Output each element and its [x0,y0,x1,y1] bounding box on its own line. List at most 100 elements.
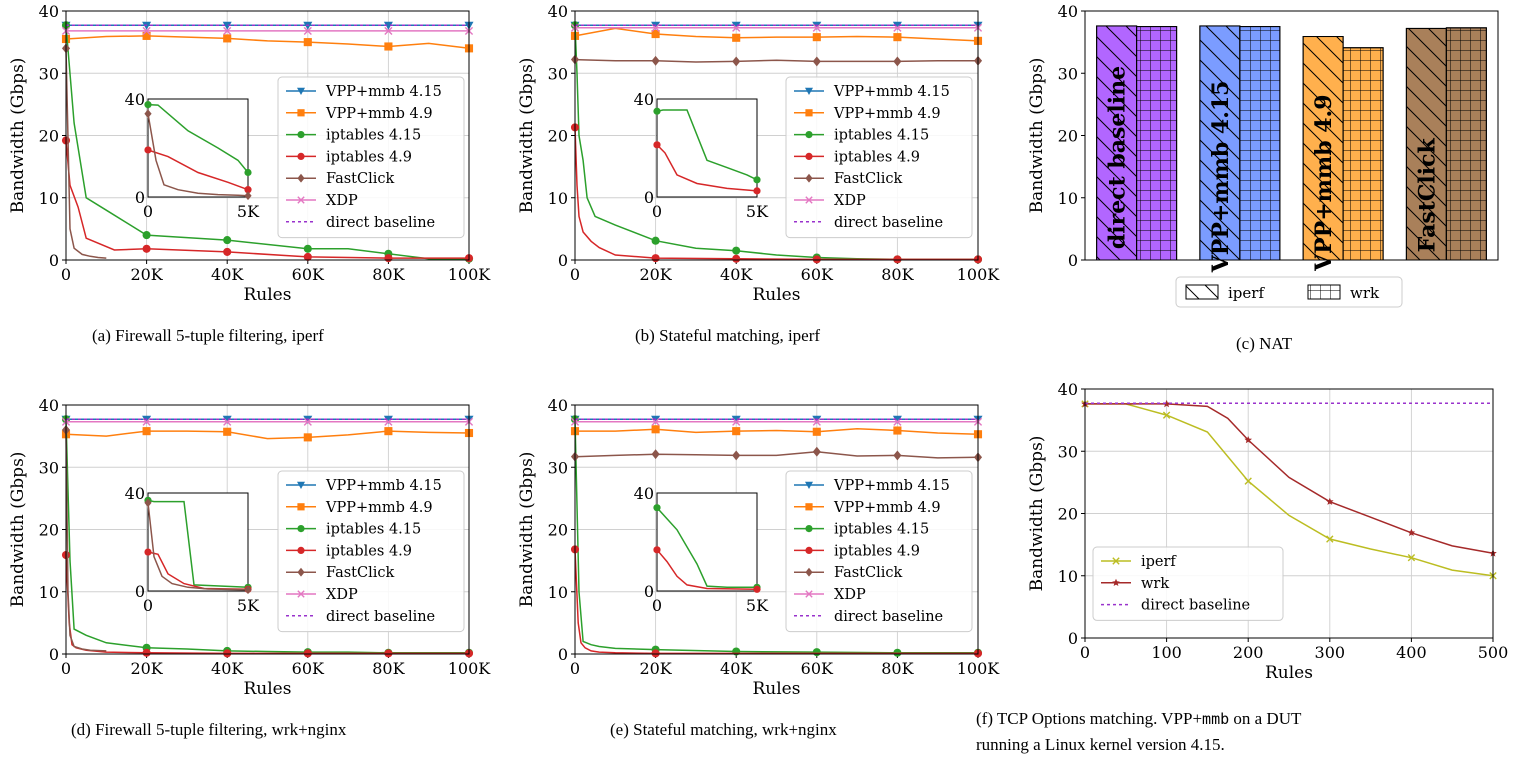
inset-x-tick-label: 5K [746,596,769,615]
data-point [223,247,232,256]
y-tick-label: 20 [39,127,59,146]
caption-d: (d) Firewall 5-tuple filtering, wrk+ngin… [71,720,347,739]
inset-frame [656,492,758,592]
series-vpp-mmb-4-9 [61,427,474,442]
series-line [65,35,470,50]
inset-a: 0 5K 40 0 [125,90,260,221]
plot-frame [574,404,979,655]
x-tick-label: 100K [957,659,1001,678]
inset-point [144,109,152,119]
legend-entry: VPP+mmb 4.15 [286,84,442,100]
legend-marker [805,87,813,95]
legend-label: VPP+mmb 4.15 [325,478,442,494]
y-tick-label: 20 [39,521,59,540]
data-point [732,450,741,461]
data-point [812,417,821,426]
legend-label: iperf [1141,554,1177,570]
x-tick-label: 20K [130,659,163,678]
legend-label: iptables 4.9 [834,543,920,559]
x-axis-label: Rules [1265,663,1313,683]
data-point [303,26,312,36]
series-line [1085,403,1494,577]
legend-entry: direct baseline [794,609,943,625]
series-line [65,48,107,259]
data-point [223,26,232,36]
x-axis-label: Rules [753,285,801,305]
legend-entry: iptables 4.15 [286,522,421,538]
legend-marker [805,546,813,555]
legend-label: VPP+mmb 4.15 [325,84,442,100]
data-point [812,427,821,436]
bar-group: FastClick [1405,27,1487,261]
legend-marker [805,525,813,533]
series-iptables-4-9 [570,545,983,658]
inset-y-tick-label: 40 [634,484,654,503]
inset-series-line [656,109,758,181]
caption-b: (b) Stateful matching, iperf [635,326,821,345]
x-tick-label: 100K [448,659,492,678]
y-axis-label: Bandwidth (Gbps) [8,58,28,214]
y-tick-label: 40 [548,396,568,415]
chart-f: 0 100 200 300 400 500 0 10 20 30 40 Rules Bandwidth … [1027,380,1508,683]
chart-d: 0 20K 40K 60K 80K 100K 0 10 20 30 40 Rules Bandwidth… [8,396,491,699]
inset-y-tick-label: 0 [135,582,145,601]
data-point [222,415,232,424]
series-line [574,58,978,63]
data-point [651,29,660,39]
y-tick-label: 30 [39,458,59,477]
data-point [732,246,741,255]
y-tick-label: 40 [1058,380,1078,399]
series-wrk [1081,399,1497,557]
data-point [892,21,902,30]
series-vpp-mmb-4-15 [570,21,983,30]
data-point [223,649,232,658]
data-point [651,449,660,460]
bar-hatch [1136,26,1178,261]
data-point [142,231,151,240]
inset-x-tick-label: 5K [237,596,260,615]
inset-x-tick-label: 0 [652,202,662,221]
legend-label: VPP+mmb 4.9 [325,106,433,122]
caption-e: (e) Stateful matching, wrk+nginx [610,720,837,739]
legend-entry: VPP+mmb 4.9 [794,106,941,122]
y-axis-label: Bandwidth (Gbps) [517,58,537,214]
legend-label: iptables 4.15 [834,522,929,538]
legend-marker [297,152,305,160]
data-point [1162,411,1171,419]
legend-entry: direct baseline [1101,598,1250,614]
inset-point [653,141,661,149]
data-point [651,254,660,263]
y-tick-label: 0 [1068,251,1078,270]
inset-b: 0 5K 40 0 [634,90,769,221]
data-point [1407,554,1416,562]
legend-entry: iptables 4.15 [286,128,421,144]
x-tick-label: 100K [957,265,1001,284]
legend-marker [297,590,305,598]
series-vpp-mmb-4-9 [570,425,983,439]
y-tick-label: 30 [39,64,59,83]
inset-series-line [656,144,758,192]
legend-entry: wrk [1307,284,1380,302]
inset-point [144,498,152,508]
data-point [893,450,902,461]
bar-label: FastClick [1414,138,1440,253]
series-xdp [61,26,474,36]
legend-entry: iperf [1101,554,1177,570]
series-fastclick [61,424,107,652]
legend-label: FastClick [326,171,394,187]
data-point [1244,477,1252,485]
legend-label: iptables 4.9 [326,543,412,559]
legend-marker [805,567,813,577]
legend-entry: VPP+mmb 4.15 [794,478,950,494]
data-point [384,42,393,51]
inset-series-line [147,502,249,591]
x-axis-label: Rules [244,679,292,699]
y-tick-label: 0 [1068,629,1078,648]
x-tick-label: 400 [1396,643,1427,662]
legend-label: VPP+mmb 4.9 [833,500,941,516]
data-point [142,26,151,36]
legend-label: iperf [1228,284,1265,302]
data-point [893,56,902,67]
x-tick-label: 40K [211,659,244,678]
series-vpp-mmb-4-15 [61,21,474,30]
